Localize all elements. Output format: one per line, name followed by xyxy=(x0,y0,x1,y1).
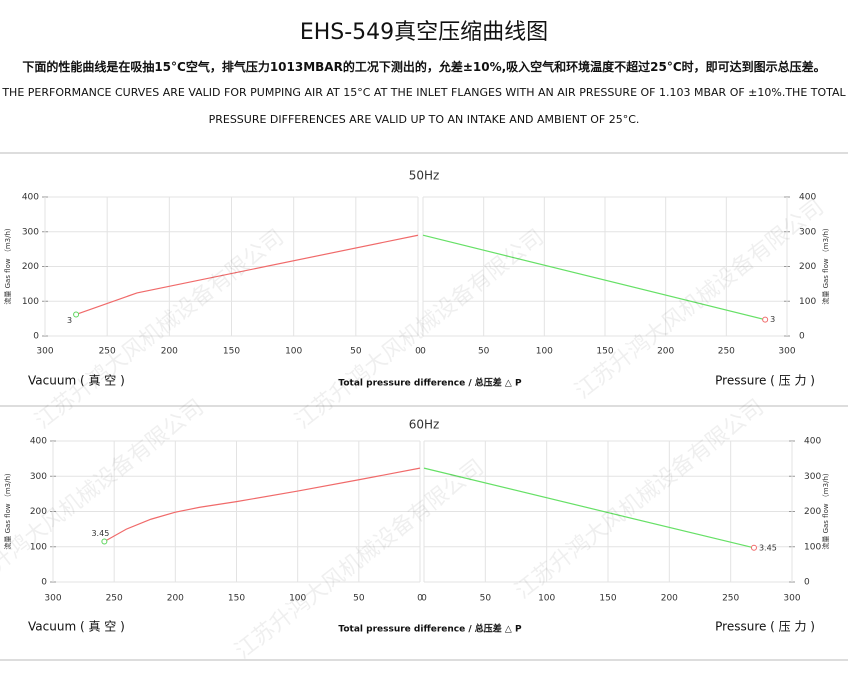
y-axis-title: 流量 Gas flow （m3/h) xyxy=(3,228,12,305)
watermark: 江苏升鸿大风机械设备有限公司 xyxy=(291,225,549,434)
watermark: 江苏升鸿大风机械设备有限公司 xyxy=(0,395,209,604)
y-tick-label: 0 xyxy=(799,332,805,342)
side-label: Pressure ( 压 力 ) xyxy=(715,374,815,388)
watermark: 江苏升鸿大风机械设备有限公司 xyxy=(31,225,289,434)
x-axis-title: Total pressure difference / 总压差 △ P xyxy=(338,377,522,389)
watermark: 江苏升鸿大风机械设备有限公司 xyxy=(511,395,769,604)
y-tick-label: 300 xyxy=(30,472,47,482)
y-tick-label: 200 xyxy=(30,507,47,517)
x-tick-label: 100 xyxy=(538,594,555,604)
x-tick-label: 50 xyxy=(478,347,490,357)
x-tick-label: 200 xyxy=(161,347,178,357)
y-tick-label: 400 xyxy=(22,193,39,203)
y-axis-title: 流量 Gas flow （m3/h) xyxy=(821,473,830,550)
curve xyxy=(422,234,766,321)
point-label: 3.45 xyxy=(759,543,777,552)
x-tick-label: 250 xyxy=(106,594,123,604)
x-tick-label: 100 xyxy=(285,347,302,357)
curve xyxy=(104,467,421,542)
y-tick-label: 0 xyxy=(804,578,810,588)
end-marker xyxy=(101,538,108,545)
y-tick-label: 400 xyxy=(30,437,47,447)
x-tick-label: 50 xyxy=(353,594,365,604)
y-tick-label: 0 xyxy=(33,332,39,342)
x-tick-label: 250 xyxy=(722,594,739,604)
end-marker xyxy=(73,311,80,318)
panel-title: 50Hz xyxy=(409,169,440,183)
y-tick-label: 200 xyxy=(22,262,39,272)
y-axis-title: 流量 Gas flow （m3/h) xyxy=(821,228,830,305)
x-axis-title: Total pressure difference / 总压差 △ P xyxy=(338,623,522,635)
y-tick-label: 100 xyxy=(30,542,47,552)
note-en: THE PERFORMANCE CURVES ARE VALID FOR PUM… xyxy=(2,86,846,99)
x-tick-label: 100 xyxy=(289,594,306,604)
x-tick-label: 150 xyxy=(599,594,616,604)
y-axis-title: 流量 Gas flow （m3/h) xyxy=(3,473,12,550)
title: EHS-549真空压缩曲线图 xyxy=(299,20,549,45)
end-marker xyxy=(762,316,769,323)
y-tick-label: 400 xyxy=(799,193,816,203)
x-tick-label: 150 xyxy=(596,347,613,357)
x-tick-label: 0 xyxy=(415,347,421,357)
y-tick-label: 200 xyxy=(804,507,821,517)
x-tick-label: 250 xyxy=(718,347,735,357)
y-tick-label: 300 xyxy=(799,227,816,237)
x-tick-label: 0 xyxy=(417,594,423,604)
x-tick-label: 300 xyxy=(44,594,61,604)
x-tick-label: 50 xyxy=(480,594,492,604)
curve xyxy=(423,467,755,549)
end-marker xyxy=(750,544,757,551)
x-tick-label: 200 xyxy=(661,594,678,604)
note-en: PRESSURE DIFFERENCES ARE VALID UP TO AN … xyxy=(208,113,640,126)
x-tick-label: 200 xyxy=(657,347,674,357)
y-tick-label: 100 xyxy=(804,542,821,552)
x-tick-label: 300 xyxy=(36,347,53,357)
point-label: 3 xyxy=(770,315,775,324)
point-label: 3.45 xyxy=(91,529,109,538)
y-tick-label: 0 xyxy=(41,578,47,588)
x-tick-label: 150 xyxy=(228,594,245,604)
y-tick-label: 200 xyxy=(799,262,816,272)
y-tick-label: 100 xyxy=(799,297,816,307)
x-tick-label: 150 xyxy=(223,347,240,357)
y-tick-label: 300 xyxy=(22,227,39,237)
side-label: Vacuum ( 真 空 ) xyxy=(28,374,125,388)
x-tick-label: 300 xyxy=(783,594,800,604)
y-tick-label: 100 xyxy=(22,297,39,307)
y-tick-label: 400 xyxy=(804,437,821,447)
x-tick-label: 0 xyxy=(421,594,427,604)
side-label: Vacuum ( 真 空 ) xyxy=(28,620,125,634)
note-cn: 下面的性能曲线是在吸抽15°C空气，排气压力1013MBAR的工况下测出的，允差… xyxy=(22,60,826,74)
curve xyxy=(75,234,419,316)
x-tick-label: 50 xyxy=(350,347,362,357)
panel-title: 60Hz xyxy=(409,418,440,432)
x-tick-label: 0 xyxy=(420,347,426,357)
x-tick-label: 250 xyxy=(99,347,116,357)
side-label: Pressure ( 压 力 ) xyxy=(715,620,815,634)
x-tick-label: 100 xyxy=(536,347,553,357)
x-tick-label: 300 xyxy=(778,347,795,357)
x-tick-label: 200 xyxy=(167,594,184,604)
y-tick-label: 300 xyxy=(804,472,821,482)
point-label: 3 xyxy=(67,316,72,325)
